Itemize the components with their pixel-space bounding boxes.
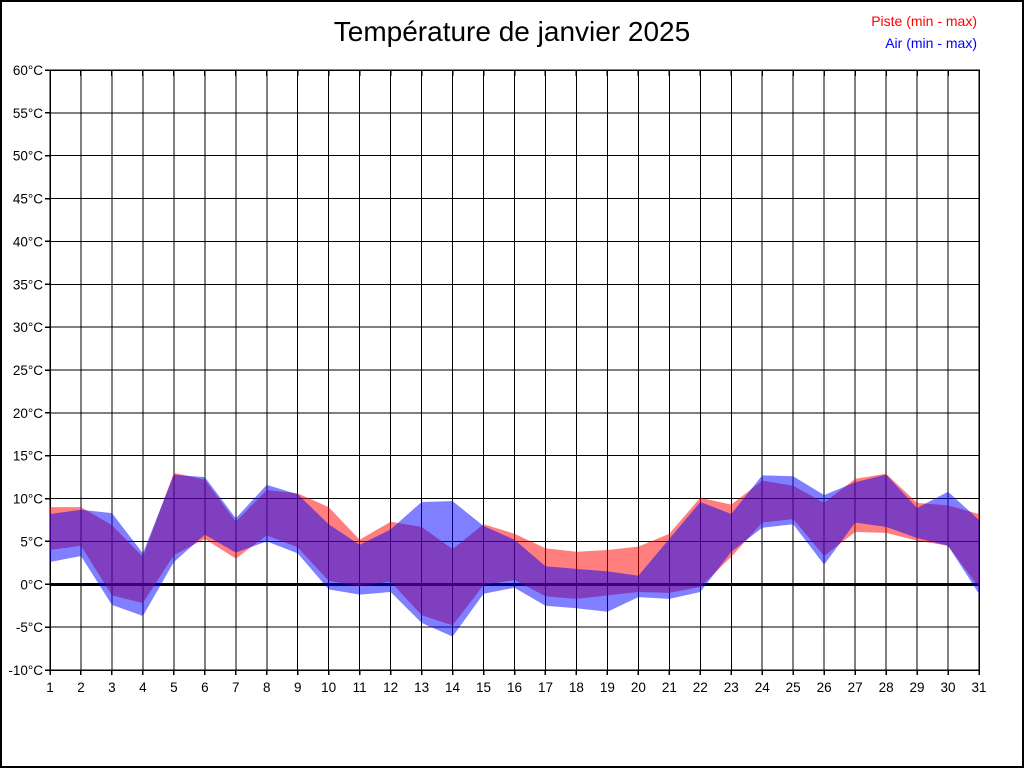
y-tick-label: -10°C bbox=[8, 663, 43, 678]
y-tick-label: 15°C bbox=[13, 449, 43, 464]
x-tick-label: 9 bbox=[294, 680, 302, 695]
y-tick-label: 35°C bbox=[13, 277, 43, 292]
y-tick-label: 20°C bbox=[13, 406, 43, 421]
x-tick-label: 14 bbox=[445, 680, 461, 695]
x-tick-label: 10 bbox=[321, 680, 336, 695]
y-tick-label: 0°C bbox=[20, 577, 43, 592]
y-tick-label: 5°C bbox=[20, 534, 43, 549]
x-tick-label: 29 bbox=[910, 680, 925, 695]
y-tick-label: 60°C bbox=[13, 63, 43, 78]
x-tick-label: 17 bbox=[538, 680, 553, 695]
x-tick-label: 27 bbox=[848, 680, 863, 695]
x-tick-label: 30 bbox=[941, 680, 956, 695]
x-tick-label: 16 bbox=[507, 680, 522, 695]
x-tick-label: 11 bbox=[353, 680, 367, 695]
x-tick-label: 24 bbox=[755, 680, 771, 695]
x-tick-label: 26 bbox=[817, 680, 832, 695]
x-tick-label: 8 bbox=[263, 680, 271, 695]
y-tick-label: 25°C bbox=[13, 363, 43, 378]
y-tick-label: 45°C bbox=[13, 192, 43, 207]
x-tick-label: 25 bbox=[786, 680, 801, 695]
x-tick-label: 20 bbox=[631, 680, 646, 695]
x-tick-label: 31 bbox=[971, 680, 986, 695]
x-tick-label: 21 bbox=[662, 680, 677, 695]
x-tick-label: 13 bbox=[414, 680, 429, 695]
x-tick-label: 23 bbox=[724, 680, 739, 695]
x-tick-label: 1 bbox=[46, 680, 54, 695]
y-tick-label: 55°C bbox=[13, 106, 43, 121]
y-tick-label: 30°C bbox=[13, 320, 43, 335]
y-tick-label: 10°C bbox=[13, 492, 43, 507]
x-tick-label: 18 bbox=[569, 680, 584, 695]
y-tick-label: -5°C bbox=[16, 620, 43, 635]
x-tick-label: 3 bbox=[108, 680, 116, 695]
legend-piste: Piste (min - max) bbox=[871, 13, 977, 29]
x-tick-label: 22 bbox=[693, 680, 708, 695]
x-tick-label: 2 bbox=[77, 680, 85, 695]
air-band bbox=[50, 474, 979, 637]
x-tick-label: 28 bbox=[879, 680, 894, 695]
y-tick-label: 50°C bbox=[13, 149, 43, 164]
x-tick-label: 12 bbox=[383, 680, 398, 695]
x-tick-label: 7 bbox=[232, 680, 240, 695]
y-tick-label: 40°C bbox=[13, 234, 43, 249]
x-tick-label: 19 bbox=[600, 680, 615, 695]
x-tick-label: 6 bbox=[201, 680, 209, 695]
x-tick-label: 15 bbox=[476, 680, 491, 695]
x-tick-label: 4 bbox=[139, 680, 147, 695]
legend: Piste (min - max) Air (min - max) bbox=[871, 10, 977, 54]
legend-air: Air (min - max) bbox=[885, 35, 977, 51]
x-tick-label: 5 bbox=[170, 680, 178, 695]
chart-title: Température de janvier 2025 bbox=[333, 16, 691, 47]
